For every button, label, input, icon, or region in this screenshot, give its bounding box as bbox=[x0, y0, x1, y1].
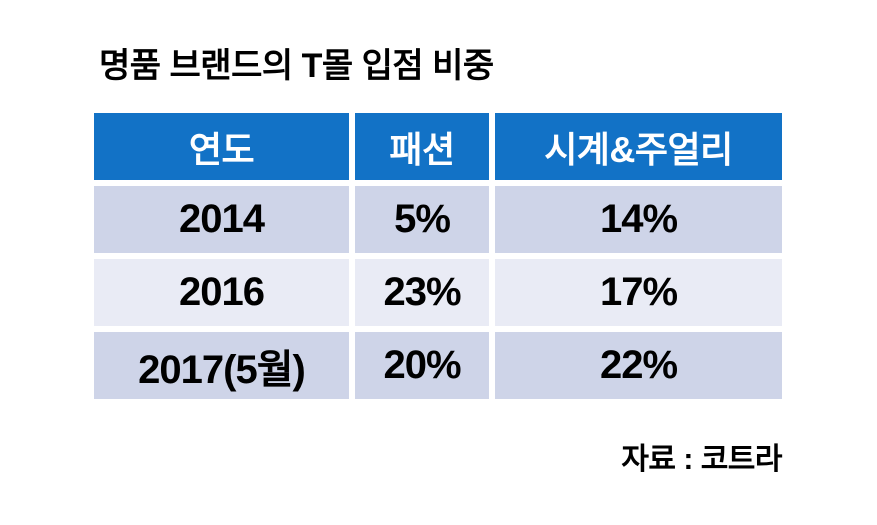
cell-year: 2014 bbox=[94, 186, 349, 253]
table-header-row: 연도 패션 시계&주얼리 bbox=[94, 113, 782, 180]
header-cell-fashion: 패션 bbox=[355, 113, 489, 180]
cell-fashion-value: 23% bbox=[355, 259, 489, 326]
table-row: 2016 23% 17% bbox=[94, 259, 782, 326]
cell-year: 2016 bbox=[94, 259, 349, 326]
cell-year: 2017(5월) bbox=[94, 332, 349, 399]
cell-watch-jewelry-value: 22% bbox=[495, 332, 782, 399]
table-row: 2014 5% 14% bbox=[94, 186, 782, 253]
table-row: 2017(5월) 20% 22% bbox=[94, 332, 782, 399]
data-table: 연도 패션 시계&주얼리 2014 5% 14% 2016 23% 17% 20… bbox=[94, 113, 782, 399]
cell-watch-jewelry-value: 14% bbox=[495, 186, 782, 253]
cell-fashion-value: 5% bbox=[355, 186, 489, 253]
header-cell-watch-jewelry: 시계&주얼리 bbox=[495, 113, 782, 180]
cell-fashion-value: 20% bbox=[355, 332, 489, 399]
page-title: 명품 브랜드의 T몰 입점 비중 bbox=[99, 47, 494, 85]
source-note: 자료 : 코트라 bbox=[621, 443, 782, 476]
cell-watch-jewelry-value: 17% bbox=[495, 259, 782, 326]
header-cell-year: 연도 bbox=[94, 113, 349, 180]
